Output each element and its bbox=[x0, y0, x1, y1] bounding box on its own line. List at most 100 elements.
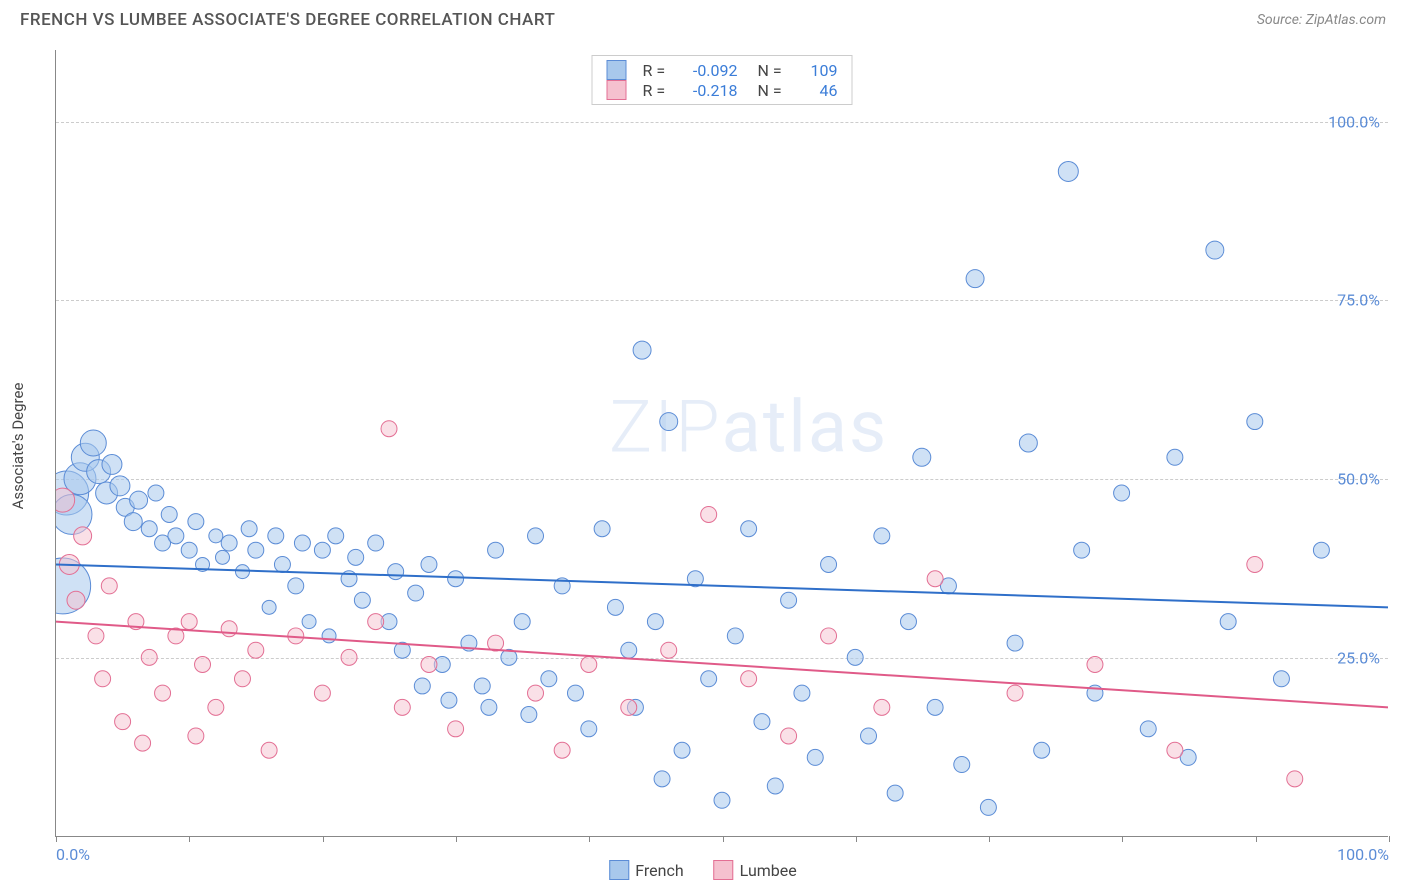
data-point bbox=[1273, 671, 1289, 687]
data-point bbox=[714, 792, 730, 808]
legend-r-value: -0.092 bbox=[683, 61, 738, 80]
x-tick-label: 0.0% bbox=[56, 845, 90, 864]
data-point bbox=[1007, 635, 1023, 651]
data-point bbox=[727, 628, 743, 644]
data-point bbox=[913, 448, 931, 466]
data-point bbox=[348, 549, 364, 565]
data-point bbox=[161, 506, 177, 522]
legend-n-value: 109 bbox=[798, 61, 838, 80]
data-point bbox=[248, 542, 264, 558]
data-point bbox=[394, 699, 410, 715]
data-point bbox=[314, 542, 330, 558]
data-point bbox=[381, 421, 397, 437]
data-point bbox=[847, 649, 863, 665]
data-point bbox=[234, 671, 250, 687]
data-point bbox=[80, 430, 106, 456]
data-point bbox=[141, 649, 157, 665]
data-point bbox=[581, 721, 597, 737]
data-point bbox=[135, 735, 151, 751]
data-point bbox=[1247, 556, 1263, 572]
data-point bbox=[767, 778, 783, 794]
data-point bbox=[1167, 742, 1183, 758]
data-point bbox=[821, 556, 837, 572]
data-point bbox=[474, 678, 490, 694]
data-point bbox=[621, 642, 637, 658]
data-point bbox=[101, 578, 117, 594]
chart-title: FRENCH VS LUMBEE ASSOCIATE'S DEGREE CORR… bbox=[20, 10, 555, 30]
data-point bbox=[874, 528, 890, 544]
data-point bbox=[581, 657, 597, 673]
data-point bbox=[221, 535, 237, 551]
data-point bbox=[441, 692, 457, 708]
data-point bbox=[633, 341, 651, 359]
data-point bbox=[110, 476, 130, 496]
data-point bbox=[954, 757, 970, 773]
data-point bbox=[607, 599, 623, 615]
data-point bbox=[741, 671, 757, 687]
x-tick bbox=[323, 836, 324, 842]
data-point bbox=[660, 413, 678, 431]
data-point bbox=[216, 550, 230, 564]
data-point bbox=[195, 657, 211, 673]
data-point bbox=[288, 578, 304, 594]
data-point bbox=[74, 527, 92, 545]
x-tick bbox=[589, 836, 590, 842]
x-tick bbox=[1389, 836, 1390, 842]
data-point bbox=[368, 535, 384, 551]
data-point bbox=[927, 571, 943, 587]
data-point bbox=[188, 514, 204, 530]
data-point bbox=[115, 714, 131, 730]
data-point bbox=[448, 721, 464, 737]
data-point bbox=[807, 749, 823, 765]
legend-label: Lumbee bbox=[740, 861, 797, 880]
data-point bbox=[102, 454, 122, 474]
legend-item: French bbox=[609, 860, 683, 880]
data-point bbox=[521, 707, 537, 723]
data-point bbox=[328, 528, 344, 544]
data-point bbox=[887, 785, 903, 801]
chart-plot-area: ZIPatlas R =-0.092N =109R =-0.218N =46 2… bbox=[55, 50, 1388, 837]
data-point bbox=[594, 521, 610, 537]
data-point bbox=[701, 671, 717, 687]
x-tick bbox=[1122, 836, 1123, 842]
data-point bbox=[528, 528, 544, 544]
x-tick-label: 100.0% bbox=[1337, 845, 1389, 864]
data-point bbox=[821, 628, 837, 644]
data-point bbox=[1313, 542, 1329, 558]
data-point bbox=[408, 585, 424, 601]
data-point bbox=[861, 728, 877, 744]
data-point bbox=[274, 556, 290, 572]
x-tick bbox=[189, 836, 190, 842]
data-point bbox=[1287, 771, 1303, 787]
source-attribution: Source: ZipAtlas.com bbox=[1257, 12, 1386, 28]
data-point bbox=[701, 506, 717, 522]
data-point bbox=[661, 642, 677, 658]
data-point bbox=[647, 614, 663, 630]
legend-n-label: N = bbox=[758, 61, 788, 80]
data-point bbox=[262, 600, 276, 614]
data-point bbox=[302, 615, 316, 629]
data-point bbox=[754, 714, 770, 730]
legend-swatch bbox=[607, 80, 627, 100]
legend-label: French bbox=[635, 861, 683, 880]
scatter-svg bbox=[56, 50, 1388, 836]
data-point bbox=[448, 571, 464, 587]
data-point bbox=[1019, 434, 1037, 452]
data-point bbox=[794, 685, 810, 701]
data-point bbox=[168, 528, 184, 544]
data-point bbox=[148, 485, 164, 501]
data-point bbox=[155, 685, 171, 701]
data-point bbox=[567, 685, 583, 701]
data-point bbox=[261, 742, 277, 758]
correlation-legend: R =-0.092N =109R =-0.218N =46 bbox=[592, 55, 853, 105]
legend-item: Lumbee bbox=[714, 860, 797, 880]
data-point bbox=[241, 521, 257, 537]
data-point bbox=[314, 685, 330, 701]
data-point bbox=[674, 742, 690, 758]
legend-swatch bbox=[714, 860, 734, 880]
data-point bbox=[741, 521, 757, 537]
data-point bbox=[966, 270, 984, 288]
legend-swatch bbox=[607, 60, 627, 80]
data-point bbox=[1167, 449, 1183, 465]
data-point bbox=[1058, 161, 1078, 181]
